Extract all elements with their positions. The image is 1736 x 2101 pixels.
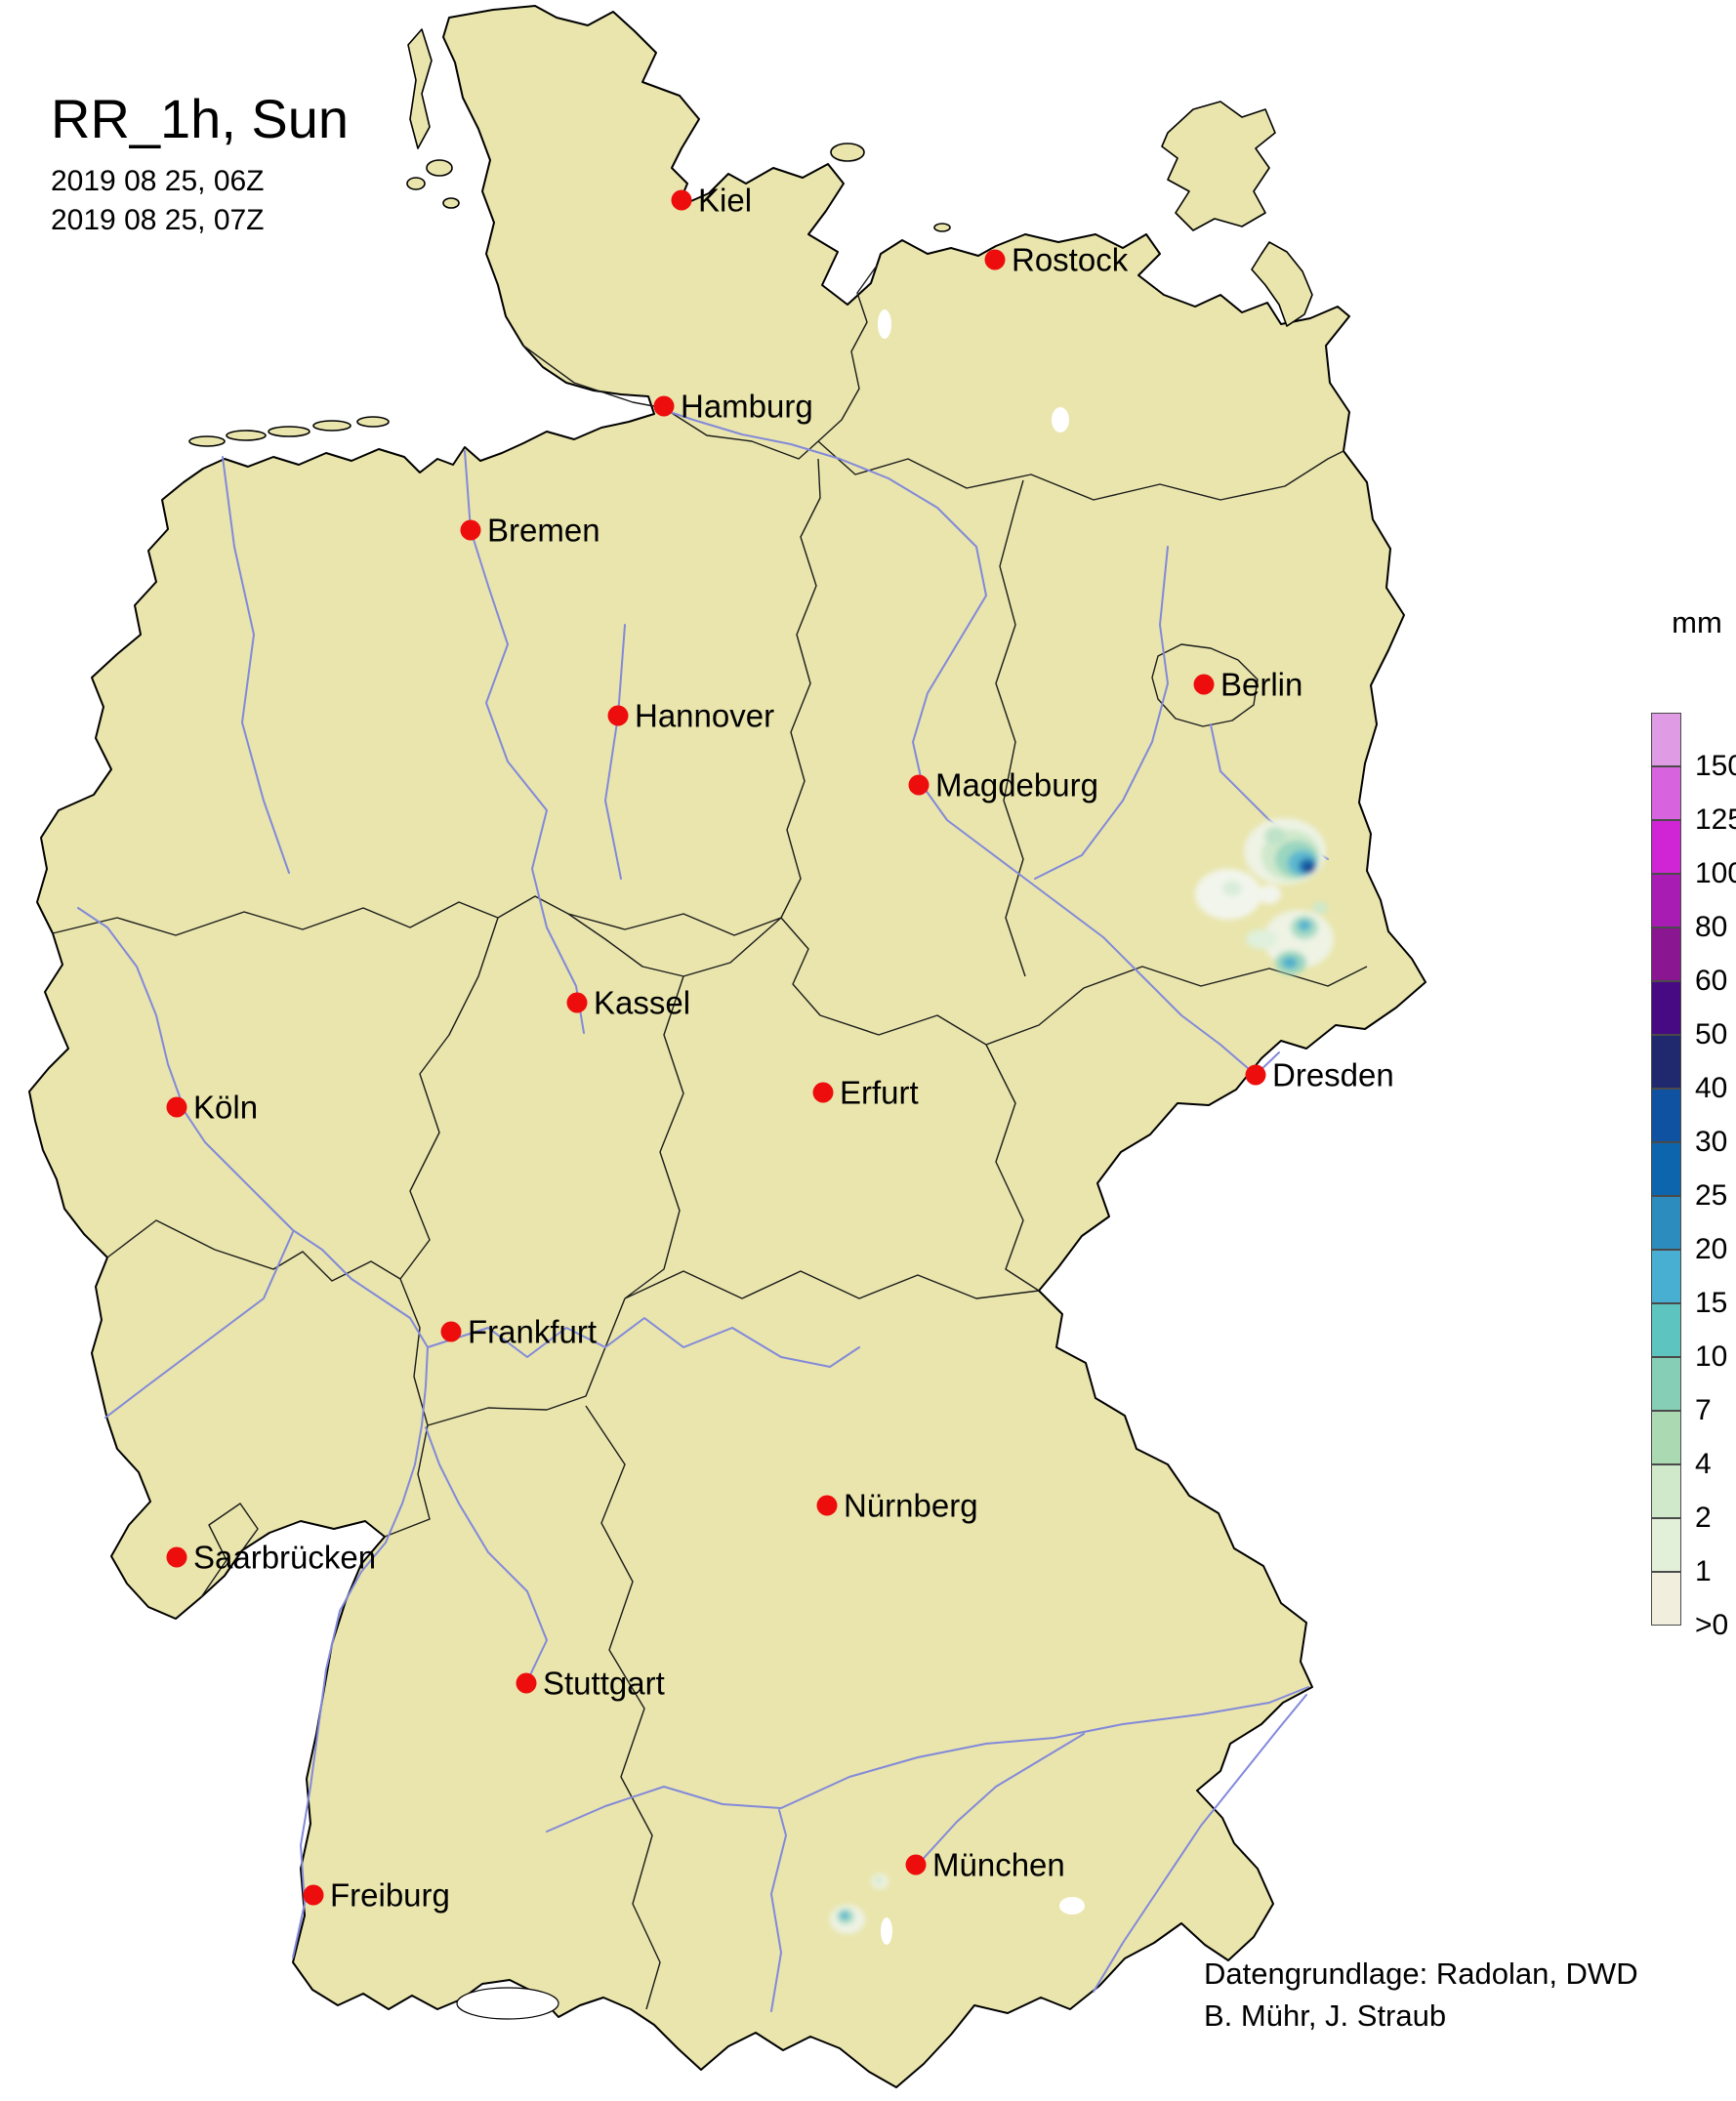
legend-label: 15 [1695,1287,1728,1319]
legend-cell [1651,1572,1681,1626]
city-markers: Kiel Rostock Hamburg Bremen Hannover Berlin Ma… [166,183,1394,1914]
city-label: Rostock [1012,242,1129,278]
city-label: Erfurt [840,1075,919,1111]
rain-cell [1298,920,1311,931]
rain-cell [1282,957,1298,968]
city-marker [440,1321,462,1342]
rain-cell [1312,902,1328,914]
city-label: Magdeburg [935,767,1098,803]
legend-cell [1651,1250,1681,1303]
city-marker [166,1096,187,1118]
attribution: Datengrundlage: Radolan, DWD B. Mühr, J.… [1204,1953,1638,2037]
legend-cell [1651,1303,1681,1357]
legend-cell [1651,1142,1681,1196]
city-marker [303,1884,324,1906]
rain-cell [1264,827,1286,845]
city-marker [1193,674,1215,695]
legend-label: 80 [1695,911,1728,943]
rain-cell [1258,885,1281,904]
legend-cell [1651,1035,1681,1089]
rain-cell [1304,864,1314,872]
rain-cell [1246,929,1277,949]
legend-label: 25 [1695,1179,1728,1212]
lakes [456,309,1085,2020]
legend-cell [1651,1089,1681,1142]
city-label: Saarbrücken [193,1540,376,1576]
city-marker [812,1082,834,1103]
legend-label: 1 [1695,1555,1712,1587]
legend-cell [1651,927,1681,981]
city-marker [166,1546,187,1568]
city-marker [1245,1064,1266,1086]
city-marker [607,705,629,726]
city-label: Freiburg [330,1877,450,1914]
legend-label: 50 [1695,1018,1728,1050]
legend-cell [1651,1411,1681,1464]
legend-cell [1651,981,1681,1035]
legend-label: 100 [1695,857,1736,889]
legend-label: 7 [1695,1394,1712,1426]
city-marker [905,1854,927,1875]
rivers [77,409,1329,2012]
legend-cell [1651,713,1681,766]
legend-label: 125 [1695,803,1736,836]
legend-label: 40 [1695,1072,1728,1104]
attribution-line-2: B. Mühr, J. Straub [1204,1998,1447,2033]
legend-label: 2 [1695,1502,1712,1534]
legend-label: >0 [1695,1609,1729,1641]
legend-label: 60 [1695,965,1728,997]
legend-label: 4 [1695,1448,1712,1480]
date-end: 2019 08 25, 07Z [51,204,265,236]
city-marker [908,774,930,796]
city-marker [460,519,481,541]
city-label: Köln [193,1090,258,1126]
islands [188,28,1313,447]
rainfall-cells [830,818,1334,1934]
legend-cell [1651,766,1681,820]
date-start: 2019 08 25, 06Z [51,165,265,197]
title-block: RR_1h, Sun 2019 08 25, 06Z 2019 08 25, 0… [51,90,349,240]
legend-label: 20 [1695,1233,1728,1265]
legend-label: 150 [1695,750,1736,782]
city-label: Hannover [635,698,774,734]
legend-cell [1651,874,1681,927]
page-title: RR_1h, Sun [51,88,350,149]
city-label: Bremen [487,513,600,549]
city-label: Berlin [1220,667,1302,703]
city-marker [653,395,675,417]
rain-cell [1222,881,1242,896]
city-label: Kassel [594,985,690,1021]
legend-label: 10 [1695,1340,1728,1373]
legend-cell [1651,1518,1681,1572]
city-marker [671,189,692,211]
city-label: Nürnberg [844,1488,978,1524]
legend-label: 30 [1695,1126,1728,1158]
city-label: Frankfurt [468,1314,597,1350]
city-label: Hamburg [681,389,813,425]
city-label: Dresden [1272,1057,1394,1093]
city-label: München [932,1847,1065,1883]
legend-unit-label: mm [1672,605,1722,639]
city-marker [816,1495,838,1516]
legend-cell [1651,1196,1681,1250]
city-label: Kiel [698,183,752,219]
city-label: Stuttgart [543,1666,665,1702]
rain-cell [875,1876,883,1884]
city-marker [984,249,1006,270]
attribution-line-1: Datengrundlage: Radolan, DWD [1204,1957,1638,1991]
legend-cell [1651,820,1681,874]
country-outline [28,5,1426,2088]
city-marker [566,992,588,1013]
legend-cell [1651,1357,1681,1411]
rain-cell [840,1912,849,1919]
city-marker [516,1672,537,1694]
legend-cell [1651,1464,1681,1518]
